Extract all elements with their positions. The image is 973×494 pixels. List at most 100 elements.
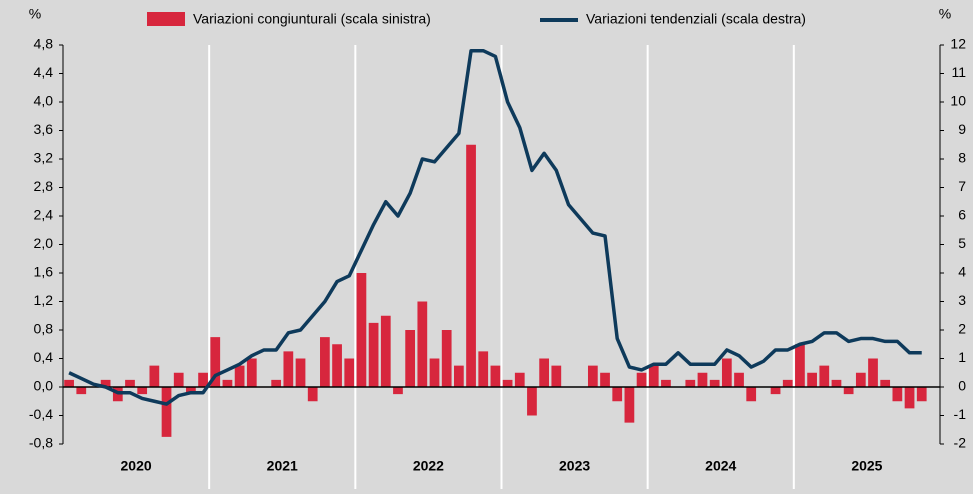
bar xyxy=(368,322,379,387)
y2-tick-label: 12 xyxy=(950,36,966,52)
bar xyxy=(295,358,306,387)
bar xyxy=(441,330,452,387)
bar xyxy=(551,365,562,387)
bar xyxy=(393,387,403,395)
bar xyxy=(332,344,342,387)
bar xyxy=(149,365,160,387)
bar xyxy=(770,387,781,395)
bar xyxy=(831,379,842,387)
y2-tick-label: 0 xyxy=(958,378,966,394)
bar xyxy=(807,372,817,387)
bar xyxy=(685,379,696,387)
bar xyxy=(587,365,598,387)
y2-tick-label: 11 xyxy=(951,64,966,80)
bar xyxy=(782,379,793,387)
x-tick-label: 2022 xyxy=(413,458,444,474)
y-tick-label: -0,4 xyxy=(29,406,53,422)
bar xyxy=(356,273,367,387)
y-tick-label: 2,4 xyxy=(34,207,54,223)
bar xyxy=(210,337,221,387)
bar xyxy=(283,351,294,387)
bar xyxy=(417,301,428,387)
bar xyxy=(916,387,927,402)
bar xyxy=(100,379,111,387)
bar xyxy=(453,365,464,387)
y2-tick-label: 9 xyxy=(958,121,966,137)
y-tick-label: 4,8 xyxy=(34,36,54,52)
bar xyxy=(137,387,148,395)
bar xyxy=(843,387,854,395)
x-tick-label: 2023 xyxy=(559,458,590,474)
x-tick-label: 2024 xyxy=(705,458,736,474)
y-axis-label: % xyxy=(29,6,41,22)
y-tick-label: 4,4 xyxy=(34,64,54,80)
legend-label: Variazioni congiunturali (scala sinistra… xyxy=(193,11,431,27)
bar xyxy=(795,344,805,387)
y2-tick-label: -2 xyxy=(954,435,967,451)
y2-tick-label: 1 xyxy=(958,349,966,365)
y-tick-label: 1,2 xyxy=(34,292,54,308)
y-tick-label: 0,8 xyxy=(34,321,54,337)
y-tick-label: 3,2 xyxy=(34,150,54,166)
x-tick-label: 2021 xyxy=(267,458,298,474)
bar xyxy=(819,365,830,387)
y2-tick-label: 6 xyxy=(958,207,966,223)
bar xyxy=(125,379,135,387)
y2-tick-label: 2 xyxy=(958,321,966,337)
bar xyxy=(734,372,744,387)
y-tick-label: 0,4 xyxy=(34,349,54,365)
bar xyxy=(697,372,708,387)
y-tick-label: 2,8 xyxy=(34,178,54,194)
bar xyxy=(661,379,671,387)
bar xyxy=(514,372,525,387)
bar xyxy=(161,387,172,437)
bar xyxy=(64,379,74,387)
bar xyxy=(198,372,208,387)
bar xyxy=(904,387,915,409)
bar xyxy=(307,387,318,402)
trend-line xyxy=(68,48,922,406)
bar xyxy=(405,330,416,387)
y2-tick-label: 5 xyxy=(958,235,966,251)
y2-tick-label: 7 xyxy=(958,178,966,194)
x-tick-label: 2025 xyxy=(851,458,882,474)
bar xyxy=(612,387,623,402)
bar xyxy=(344,358,355,387)
bar xyxy=(600,372,610,387)
bar xyxy=(173,372,184,387)
bar xyxy=(624,387,635,423)
bar xyxy=(636,372,647,387)
bar xyxy=(892,387,903,402)
bar xyxy=(648,365,659,387)
bar xyxy=(855,372,866,387)
y-tick-label: -0,8 xyxy=(29,435,53,451)
bar xyxy=(868,358,878,387)
y2-tick-label: -1 xyxy=(954,406,967,422)
bar xyxy=(76,387,87,395)
bar xyxy=(222,379,233,387)
bar xyxy=(527,387,537,416)
bar xyxy=(246,358,257,387)
y-tick-label: 1,6 xyxy=(34,264,54,280)
y2-axis-label: % xyxy=(939,6,951,22)
bar xyxy=(429,358,440,387)
y-tick-label: 2,0 xyxy=(34,235,54,251)
bar xyxy=(539,358,550,387)
bar xyxy=(746,387,757,402)
bar xyxy=(709,379,720,387)
bar xyxy=(880,379,891,387)
y2-tick-label: 4 xyxy=(958,264,966,280)
bar xyxy=(502,379,513,387)
y2-tick-label: 8 xyxy=(958,150,966,166)
bar xyxy=(320,337,330,387)
y-tick-label: 0,0 xyxy=(34,378,54,394)
legend-swatch xyxy=(147,12,185,26)
x-tick-label: 2020 xyxy=(121,458,152,474)
bar xyxy=(466,144,476,387)
bar xyxy=(478,351,489,387)
bar xyxy=(380,315,391,387)
bar xyxy=(490,365,501,387)
y-tick-label: 3,6 xyxy=(34,121,54,137)
